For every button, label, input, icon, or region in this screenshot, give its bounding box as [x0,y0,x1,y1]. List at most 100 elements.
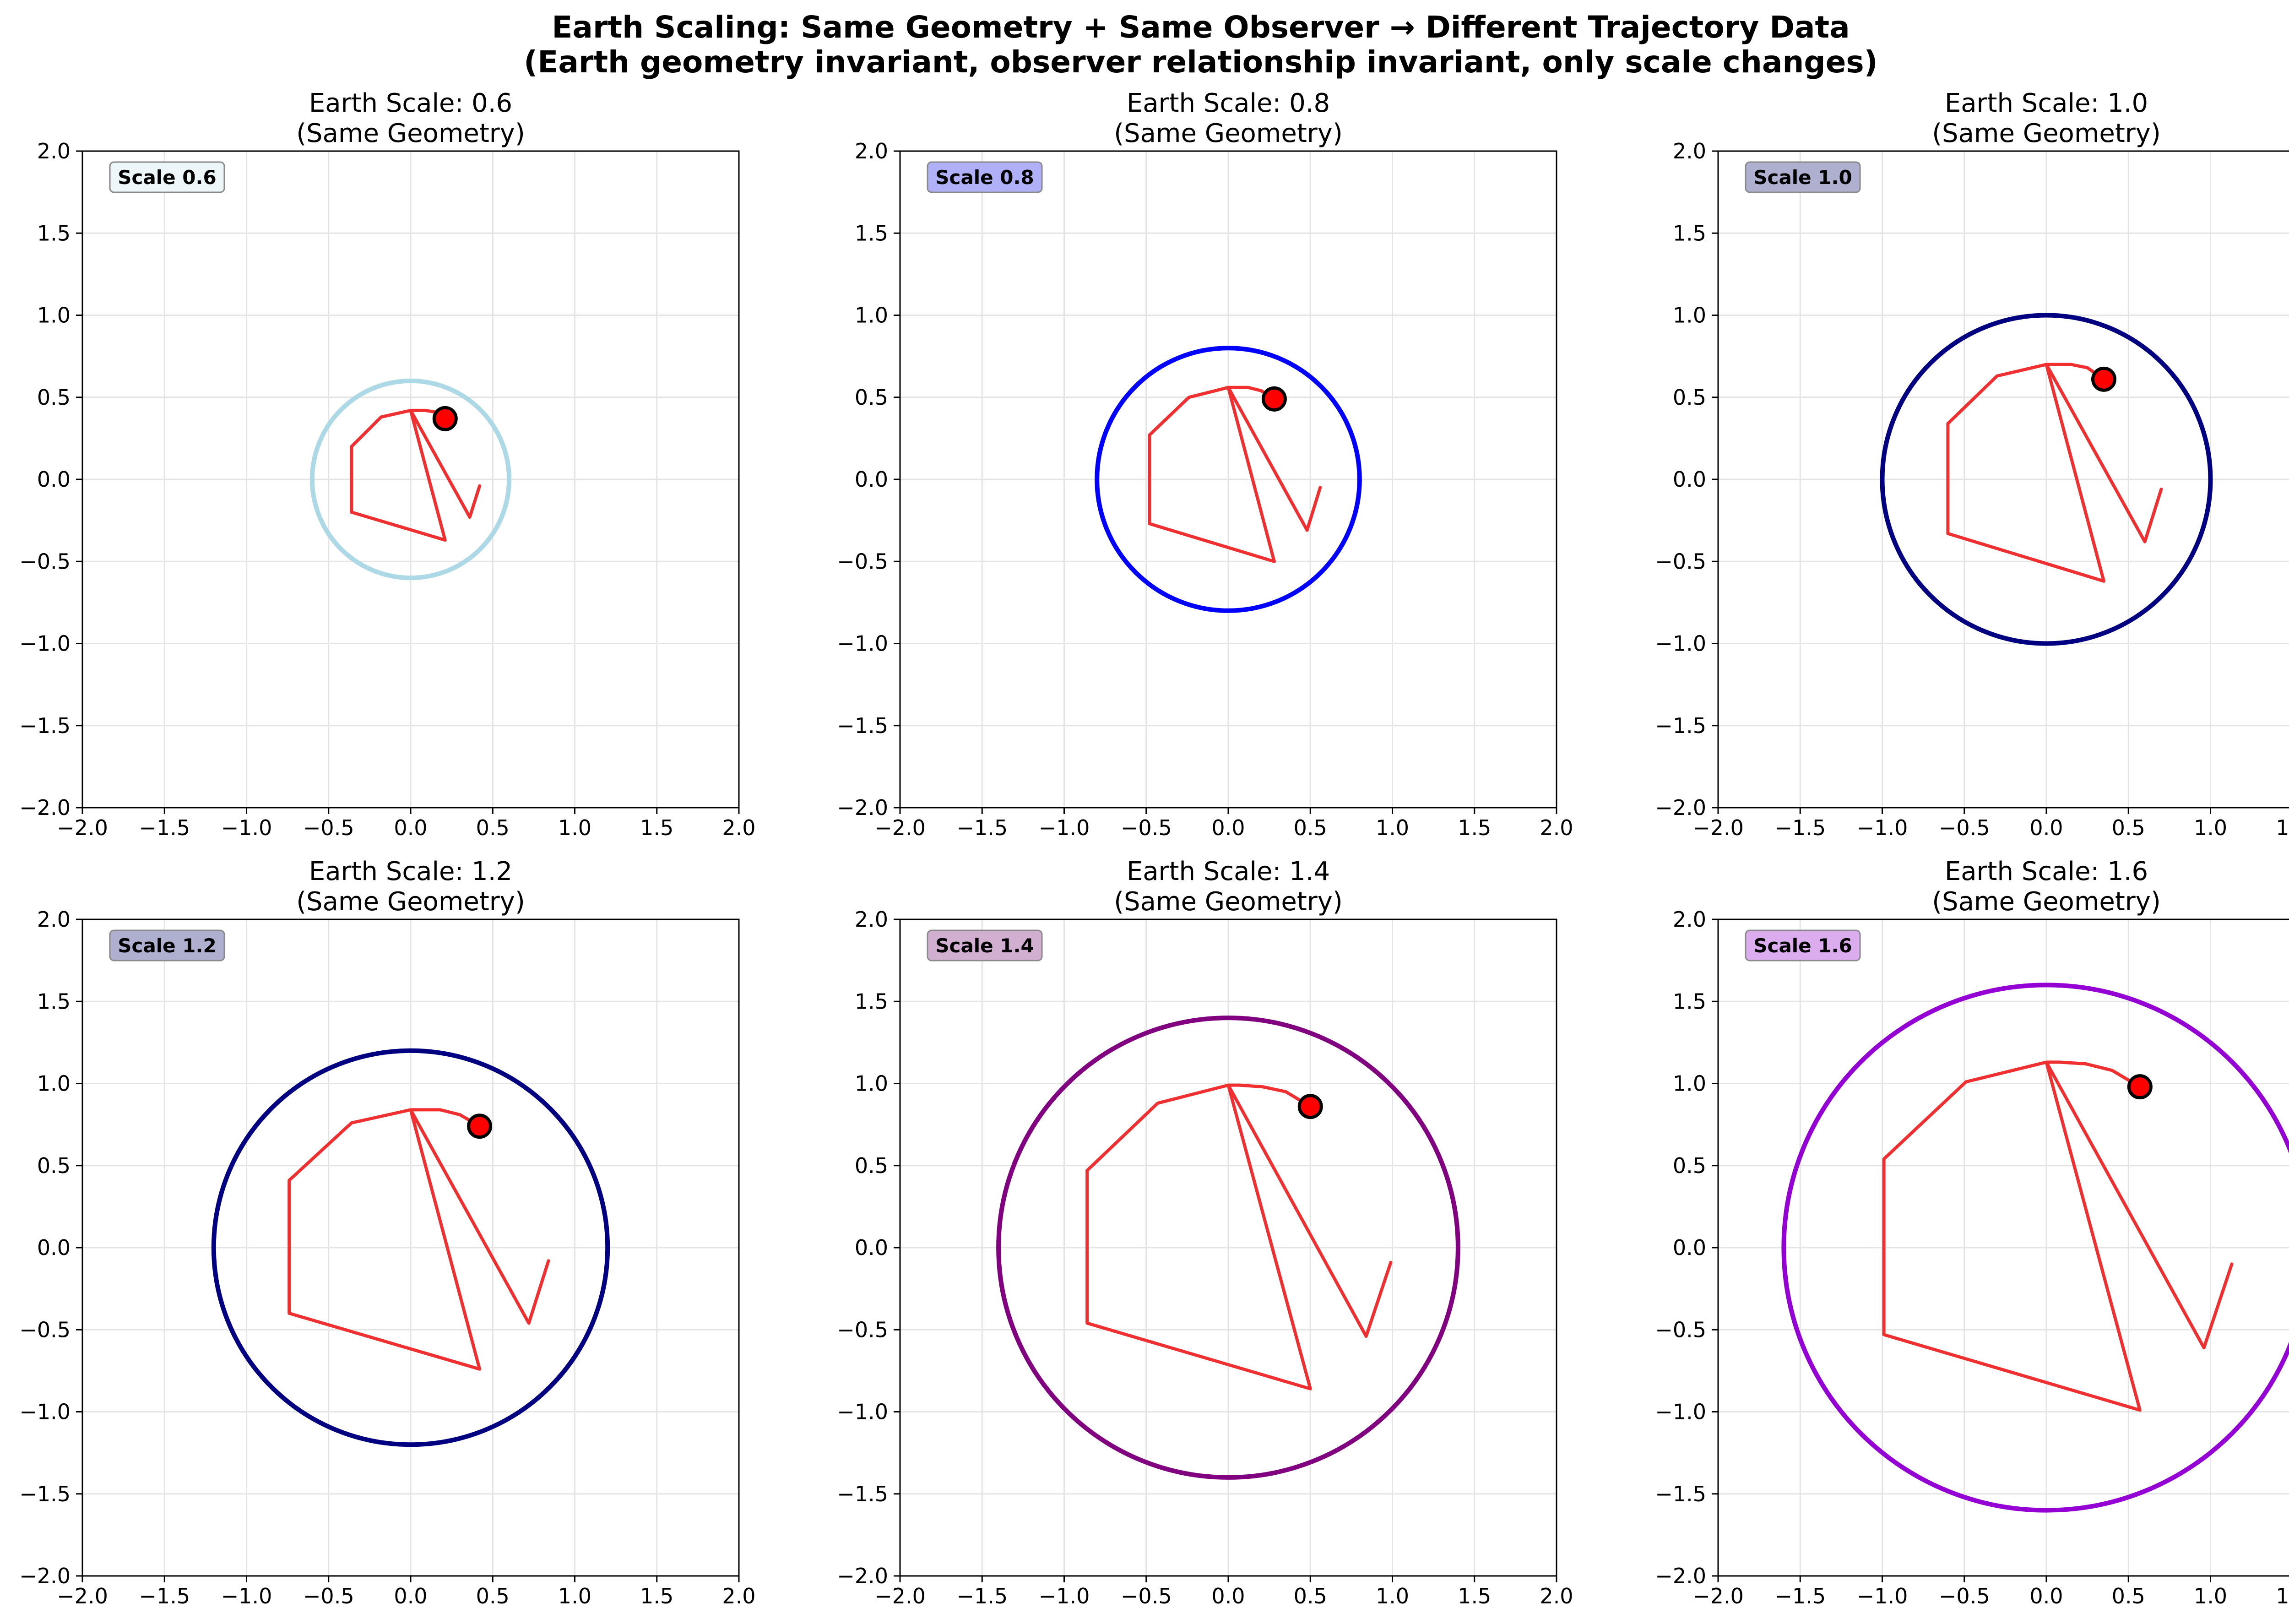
x-tick-label: −0.5 [303,815,354,840]
panel-subtitle: (Same Geometry) [1932,119,2161,148]
scale-badge-box [1745,929,1861,961]
scale-badge: Scale 1.0 [1745,161,1861,193]
observer-marker [1297,1094,1323,1119]
x-tick-label: 1.5 [1458,815,1491,840]
y-tick-label: 1.0 [855,303,888,328]
x-tick-label: 0.5 [476,815,510,840]
x-tick-label: −2.0 [57,815,108,840]
scale-badge: Scale 1.2 [109,929,225,961]
y-tick-label: −0.5 [837,549,888,574]
x-tick-label: 2.0 [722,815,755,840]
scale-badge: Scale 0.8 [927,161,1043,193]
x-tick-label: 0.0 [1211,1584,1245,1608]
y-tick-label: 2.0 [37,907,71,932]
y-axis: −2.0 −1.5 −1.0 −0.5 0.0 0.5 1.0 1.5 2.0 [19,907,82,1588]
y-tick-label: −0.5 [19,1317,71,1342]
panel-title: Earth Scale: 1.4 [1127,857,1330,886]
scale-badge-label: Scale 1.2 [118,934,216,957]
y-tick-label: −1.0 [837,631,888,656]
earth-circle [1781,983,2289,1513]
panel-subtitle: (Same Geometry) [296,887,525,917]
y-tick-label: 0.5 [37,385,71,410]
x-tick-label: −1.5 [1774,1584,1826,1608]
trajectory-line [350,408,482,542]
scale-badge-box [109,929,225,961]
y-tick-label: −0.5 [837,1317,888,1342]
trajectory-line [287,1108,550,1371]
y-tick-label: −0.5 [1655,549,1706,574]
y-tick-label: −1.0 [1655,1400,1706,1424]
x-tick-label: −2.0 [57,1584,108,1608]
scale-badge: Scale 1.6 [1745,929,1861,961]
panel-title: Earth Scale: 1.0 [1945,88,2148,118]
trajectory-line [1946,363,2163,583]
scale-badge-label: Scale 1.6 [1753,934,1852,957]
earth-circle [996,1016,1460,1480]
y-tick-label: 1.5 [1673,989,1706,1014]
y-tick-label: 1.5 [855,221,888,245]
x-tick-label: 1.5 [640,1584,673,1608]
scale-badge-label: Scale 0.6 [118,166,216,189]
scale-badge-label: Scale 0.8 [935,166,1034,189]
x-tick-label: 0.5 [1294,815,1327,840]
panel-title: Earth Scale: 1.6 [1945,857,2148,886]
scale-badge-box [927,929,1043,961]
y-tick-label: −2.0 [19,795,71,820]
y-tick-label: 0.5 [1673,1153,1706,1178]
x-tick-label: −0.5 [1121,815,1172,840]
y-tick-label: −1.0 [837,1400,888,1424]
y-tick-label: −2.0 [837,1564,888,1588]
observer-marker [432,406,458,431]
y-tick-label: −1.5 [19,1482,71,1506]
y-tick-label: 2.0 [1673,139,1706,163]
x-tick-label: 0.5 [476,1584,510,1608]
scale-badge-box [927,161,1043,193]
y-tick-label: 0.0 [37,1235,71,1260]
observer-marker [467,1113,493,1139]
y-tick-label: −1.5 [1655,1482,1706,1506]
trajectory-line [1148,386,1322,563]
x-tick-label: −1.0 [1857,815,1908,840]
observer-marker [2127,1074,2153,1100]
y-axis: −2.0 −1.5 −1.0 −0.5 0.0 0.5 1.0 1.5 2.0 [837,139,900,820]
y-tick-label: 2.0 [1673,907,1706,932]
x-tick-label: −1.5 [956,815,1008,840]
y-tick-label: 0.0 [1673,1235,1706,1260]
x-tick-label: 1.0 [1376,1584,1409,1608]
y-tick-label: 0.5 [855,385,888,410]
y-tick-label: 0.0 [855,1235,888,1260]
panel-scale-1-2: Earth Scale: 1.2(Same Geometry)−2.0 −1.5−… [19,857,755,1608]
observer-marker [2091,366,2116,392]
x-tick-label: 2.0 [1540,1584,1573,1608]
x-tick-label: −0.5 [1121,1584,1172,1608]
y-tick-label: −1.5 [19,713,71,738]
panel-scale-1-4: Earth Scale: 1.4(Same Geometry) −2.0 −1.5 −… [837,857,1573,1608]
panel-subtitle: (Same Geometry) [1114,119,1343,148]
x-axis: −2.0−1.5−1.0−0.50.00.51.01.52.0 [1692,1576,2289,1608]
panel-subtitle: (Same Geometry) [296,119,525,148]
panel-subtitle: (Same Geometry) [1932,887,2161,917]
earth-circle [1880,313,2213,646]
x-tick-label: −2.0 [874,1584,926,1608]
panel-subtitle: (Same Geometry) [1114,887,1343,917]
x-tick-label: −2.0 [874,815,926,840]
x-tick-label: −1.0 [1039,815,1090,840]
x-tick-label: 0.0 [394,1584,427,1608]
y-tick-label: −1.0 [19,1400,71,1424]
y-tick-label: −1.0 [19,631,71,656]
scale-badge-box [109,161,225,193]
x-tick-label: 1.5 [2276,815,2289,840]
y-tick-label: 1.5 [37,989,71,1014]
x-tick-label: 0.0 [1211,815,1245,840]
x-tick-label: −0.5 [303,1584,354,1608]
x-tick-label: 1.5 [640,815,673,840]
y-tick-label: −1.5 [837,1482,888,1506]
y-tick-label: 0.0 [1673,467,1706,492]
y-tick-label: −1.5 [837,713,888,738]
x-tick-label: 0.5 [2112,815,2145,840]
